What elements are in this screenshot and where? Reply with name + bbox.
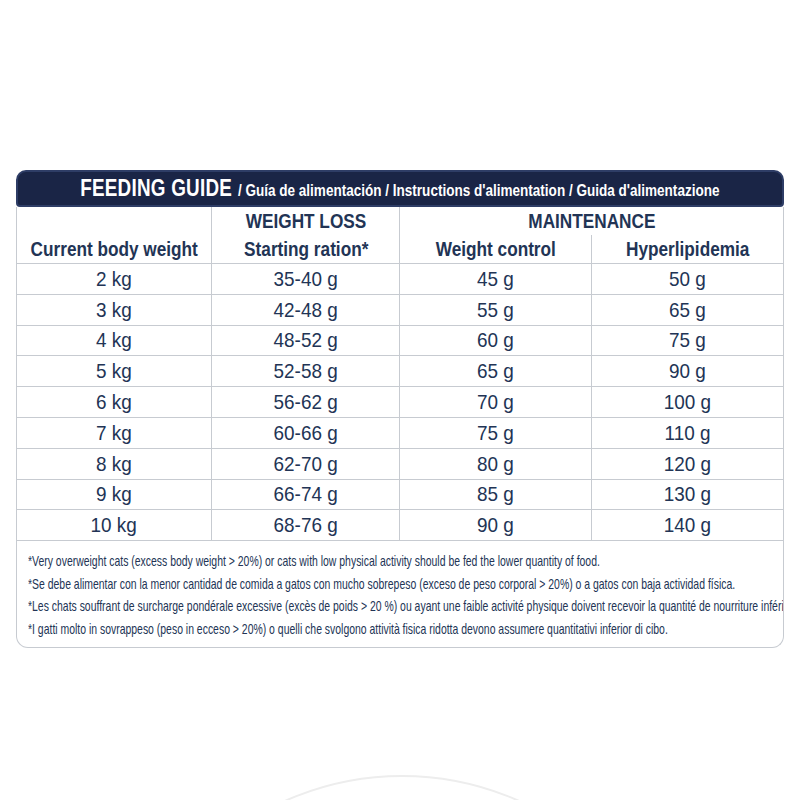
- footnote-french: *Les chats souffrant de surcharge pondér…: [28, 595, 564, 618]
- column-header-current-body-weight: Current body weight: [17, 235, 212, 264]
- weight-control-cell: 90 g: [400, 510, 592, 541]
- hyperlipidemia-cell: 90 g: [591, 356, 783, 387]
- starting-ration-cell: 62-70 g: [212, 448, 400, 479]
- body-weight-cell: 4 kg: [17, 325, 212, 356]
- body-weight-cell: 7 kg: [17, 417, 212, 448]
- body-weight-cell: 2 kg: [17, 264, 212, 295]
- table-row: 4 kg 48-52 g 60 g 75 g: [17, 325, 783, 356]
- footnote-spanish: *Se debe alimentar con la menor cantidad…: [28, 573, 564, 596]
- column-header-row: Current body weight Starting ration* Wei…: [17, 235, 783, 264]
- group-header-maintenance: MAINTENANCE: [400, 207, 783, 235]
- body-weight-cell: 9 kg: [17, 479, 212, 510]
- header-title: FEEDING GUIDE: [80, 175, 232, 202]
- table-row: 10 kg 68-76 g 90 g 140 g: [17, 510, 783, 541]
- column-header-starting-ration: Starting ration*: [212, 235, 400, 264]
- hyperlipidemia-cell: 120 g: [591, 448, 783, 479]
- group-header-weight-loss: WEIGHT LOSS: [212, 207, 400, 235]
- table-row: 6 kg 56-62 g 70 g 100 g: [17, 387, 783, 418]
- table-row: 7 kg 60-66 g 75 g 110 g: [17, 417, 783, 448]
- weight-control-cell: 75 g: [400, 417, 592, 448]
- weight-control-cell: 45 g: [400, 264, 592, 295]
- table-row: 8 kg 62-70 g 80 g 120 g: [17, 448, 783, 479]
- column-header-hyperlipidemia: Hyperlipidemia: [591, 235, 783, 264]
- starting-ration-cell: 42-48 g: [212, 294, 400, 325]
- table-row: 2 kg 35-40 g 45 g 50 g: [17, 264, 783, 295]
- feeding-table: WEIGHT LOSS MAINTENANCE Current body wei…: [17, 207, 783, 541]
- hyperlipidemia-cell: 100 g: [591, 387, 783, 418]
- body-weight-cell: 5 kg: [17, 356, 212, 387]
- page-background: { "header": { "title": "FEEDING GUIDE", …: [0, 0, 800, 800]
- table-row: 3 kg 42-48 g 55 g 65 g: [17, 294, 783, 325]
- body-weight-cell: 6 kg: [17, 387, 212, 418]
- header-subtitle: / Guía de alimentación / Instructions d'…: [238, 181, 720, 200]
- bottom-arc-decoration: [114, 775, 690, 800]
- footnotes-section: *Very overweight cats (excess body weigh…: [17, 541, 783, 646]
- footnote-english: *Very overweight cats (excess body weigh…: [28, 550, 564, 573]
- feeding-guide-header-bar: FEEDING GUIDE / Guía de alimentación / I…: [16, 170, 784, 207]
- weight-control-cell: 55 g: [400, 294, 592, 325]
- body-weight-cell: 10 kg: [17, 510, 212, 541]
- weight-control-cell: 70 g: [400, 387, 592, 418]
- group-header-empty-cell: [17, 207, 212, 235]
- hyperlipidemia-cell: 50 g: [591, 264, 783, 295]
- starting-ration-cell: 68-76 g: [212, 510, 400, 541]
- column-header-weight-control: Weight control: [400, 235, 592, 264]
- weight-control-cell: 65 g: [400, 356, 592, 387]
- hyperlipidemia-cell: 110 g: [591, 417, 783, 448]
- weight-control-cell: 60 g: [400, 325, 592, 356]
- hyperlipidemia-cell: 65 g: [591, 294, 783, 325]
- starting-ration-cell: 48-52 g: [212, 325, 400, 356]
- starting-ration-cell: 60-66 g: [212, 417, 400, 448]
- weight-control-cell: 80 g: [400, 448, 592, 479]
- starting-ration-cell: 66-74 g: [212, 479, 400, 510]
- hyperlipidemia-cell: 75 g: [591, 325, 783, 356]
- footnote-italian: *I gatti molto in sovrappeso (peso in ec…: [28, 618, 564, 641]
- body-weight-cell: 3 kg: [17, 294, 212, 325]
- weight-control-cell: 85 g: [400, 479, 592, 510]
- hyperlipidemia-cell: 140 g: [591, 510, 783, 541]
- table-row: 9 kg 66-74 g 85 g 130 g: [17, 479, 783, 510]
- body-weight-cell: 8 kg: [17, 448, 212, 479]
- starting-ration-cell: 35-40 g: [212, 264, 400, 295]
- starting-ration-cell: 52-58 g: [212, 356, 400, 387]
- feeding-guide-panel: FEEDING GUIDE / Guía de alimentación / I…: [16, 170, 784, 648]
- table-row: 5 kg 52-58 g 65 g 90 g: [17, 356, 783, 387]
- feeding-table-container: WEIGHT LOSS MAINTENANCE Current body wei…: [16, 207, 784, 648]
- hyperlipidemia-cell: 130 g: [591, 479, 783, 510]
- group-header-row: WEIGHT LOSS MAINTENANCE: [17, 207, 783, 235]
- starting-ration-cell: 56-62 g: [212, 387, 400, 418]
- header-text-group: FEEDING GUIDE / Guía de alimentación / I…: [80, 175, 719, 202]
